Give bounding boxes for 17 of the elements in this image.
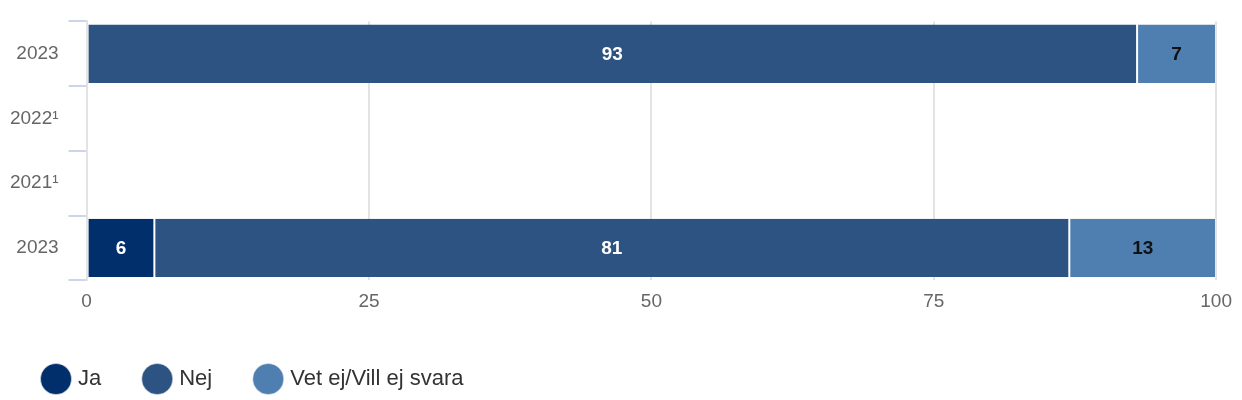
y-tick-label: 2022¹ — [9, 106, 59, 128]
legend-label: Nej — [179, 365, 213, 391]
x-tick-label: 50 — [640, 289, 662, 311]
data-label: 81 — [601, 237, 623, 259]
data-label: 93 — [601, 42, 623, 64]
legend-label: Ja — [78, 365, 102, 391]
x-tick-label: 100 — [1200, 289, 1232, 311]
y-tick-label: 2023 — [16, 236, 59, 258]
data-label: 13 — [1132, 237, 1154, 259]
data-label: 6 — [115, 237, 127, 259]
legend-label: Vet ej/Vill ej svara — [290, 365, 465, 391]
y-tick-label: 2023 — [16, 41, 59, 63]
x-tick-label: 25 — [358, 289, 380, 311]
y-tick-label: 2021¹ — [9, 171, 59, 193]
data-label: 7 — [1171, 42, 1182, 64]
x-tick-label: 0 — [81, 289, 92, 311]
x-tick-label: 75 — [923, 289, 945, 311]
